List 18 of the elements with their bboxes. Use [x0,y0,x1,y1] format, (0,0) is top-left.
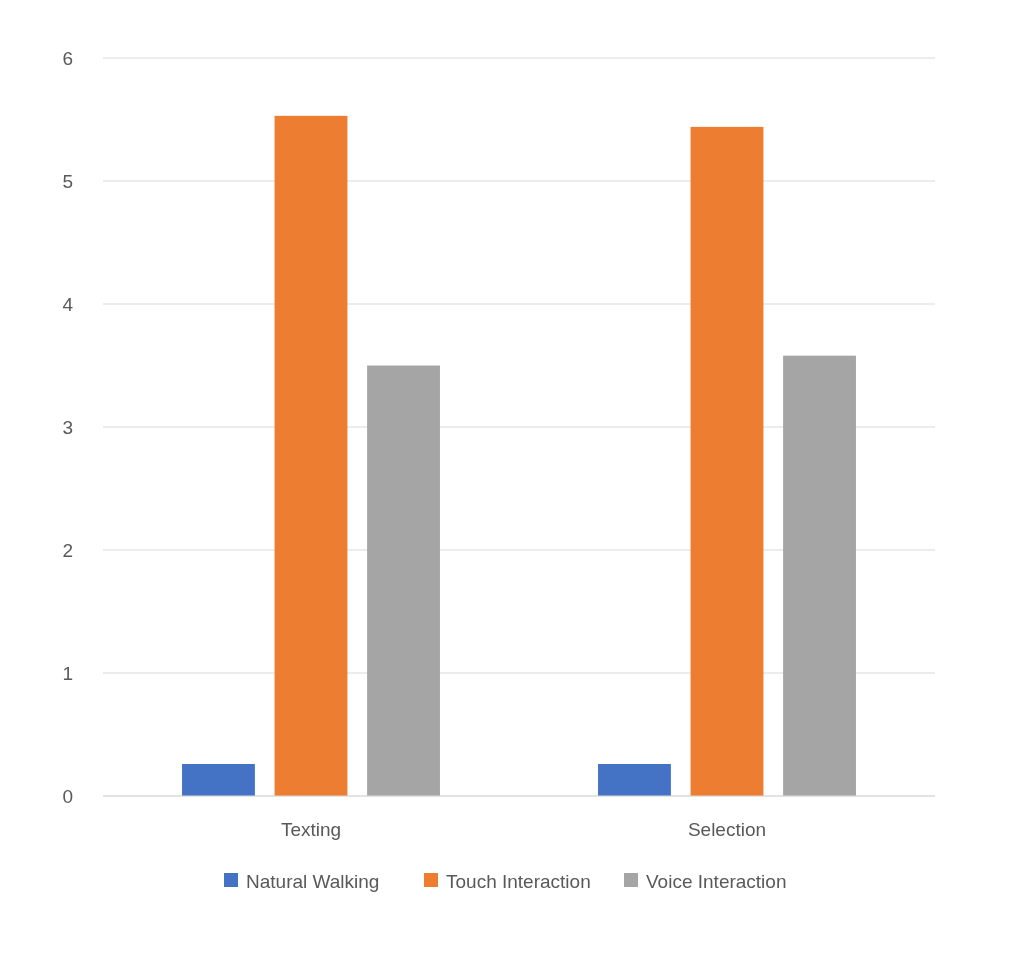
bar [274,115,348,796]
bar [182,764,255,796]
y-tick-label: 4 [62,293,74,315]
bar [690,126,764,796]
bar [367,365,440,796]
legend-label: Touch Interaction [446,870,591,892]
y-tick-label: 3 [62,416,73,438]
y-tick-label: 2 [62,539,73,561]
y-tick-label: 0 [62,785,73,807]
y-tick-label: 1 [62,662,73,684]
y-tick-label: 5 [62,170,73,192]
x-tick-label: Selection [687,819,767,840]
y-tick-label: 6 [62,47,73,69]
x-tick-label: Texting [280,819,342,840]
bar [598,764,671,796]
bar [783,355,856,796]
legend-label: Natural Walking [246,870,380,892]
legend-label: Voice Interaction [646,870,787,892]
